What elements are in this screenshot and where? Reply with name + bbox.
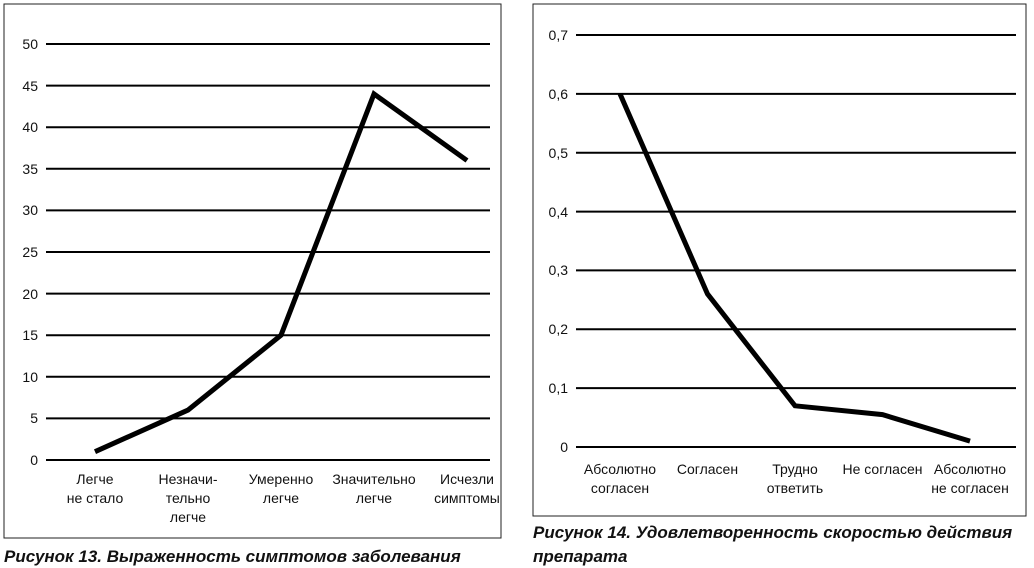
- data-line: [93, 90, 469, 454]
- x-tick-label: Значительно легче: [332, 471, 416, 506]
- y-tick-label: 0,7: [548, 27, 568, 43]
- x-tick-label: Абсолютно не согласен: [931, 461, 1009, 496]
- data-line: [617, 92, 971, 444]
- y-tick-label: 40: [22, 119, 38, 136]
- y-tick-label: 35: [22, 160, 38, 177]
- y-tick-label: 0,5: [548, 144, 568, 161]
- x-tick-label: Легче не стало: [66, 471, 124, 506]
- y-tick-label: 45: [22, 77, 38, 94]
- x-tick-label: Не согласен: [842, 461, 923, 477]
- x-tick-label: Умеренно легче: [248, 471, 314, 506]
- x-tick-label: Согласен: [676, 461, 739, 477]
- y-tick-label: 50: [22, 36, 38, 52]
- chart-frame: [3, 3, 502, 539]
- y-tick-label: 0,1: [548, 380, 568, 397]
- y-tick-label: 25: [22, 244, 38, 260]
- y-tick-label: 0,4: [548, 203, 568, 220]
- y-tick-label: 0,2: [548, 321, 568, 338]
- y-tick-label: 10: [22, 368, 38, 385]
- figure-caption: Рисунок 14. Удовлетворенность скоростью …: [533, 523, 1013, 566]
- y-tick-label: 0,3: [548, 262, 568, 279]
- y-tick-label: 0: [30, 452, 38, 468]
- x-tick-label: Абсолютно согласен: [583, 461, 657, 496]
- y-tick-label: 15: [22, 327, 38, 344]
- x-tick-label: Трудно ответить: [766, 461, 824, 496]
- y-tick-label: 0,6: [548, 85, 568, 102]
- x-tick-label: Исчезли симптомы: [434, 471, 500, 506]
- y-tick-label: 5: [30, 410, 38, 427]
- figure-caption: Рисунок 13. Выраженность симптомов забол…: [4, 547, 461, 566]
- y-tick-label: 30: [22, 202, 38, 219]
- x-tick-label: Незначи- тельно легче: [158, 471, 218, 525]
- chart-frame: [532, 3, 1027, 517]
- y-tick-label: 20: [22, 285, 38, 302]
- y-tick-label: 0: [560, 439, 568, 455]
